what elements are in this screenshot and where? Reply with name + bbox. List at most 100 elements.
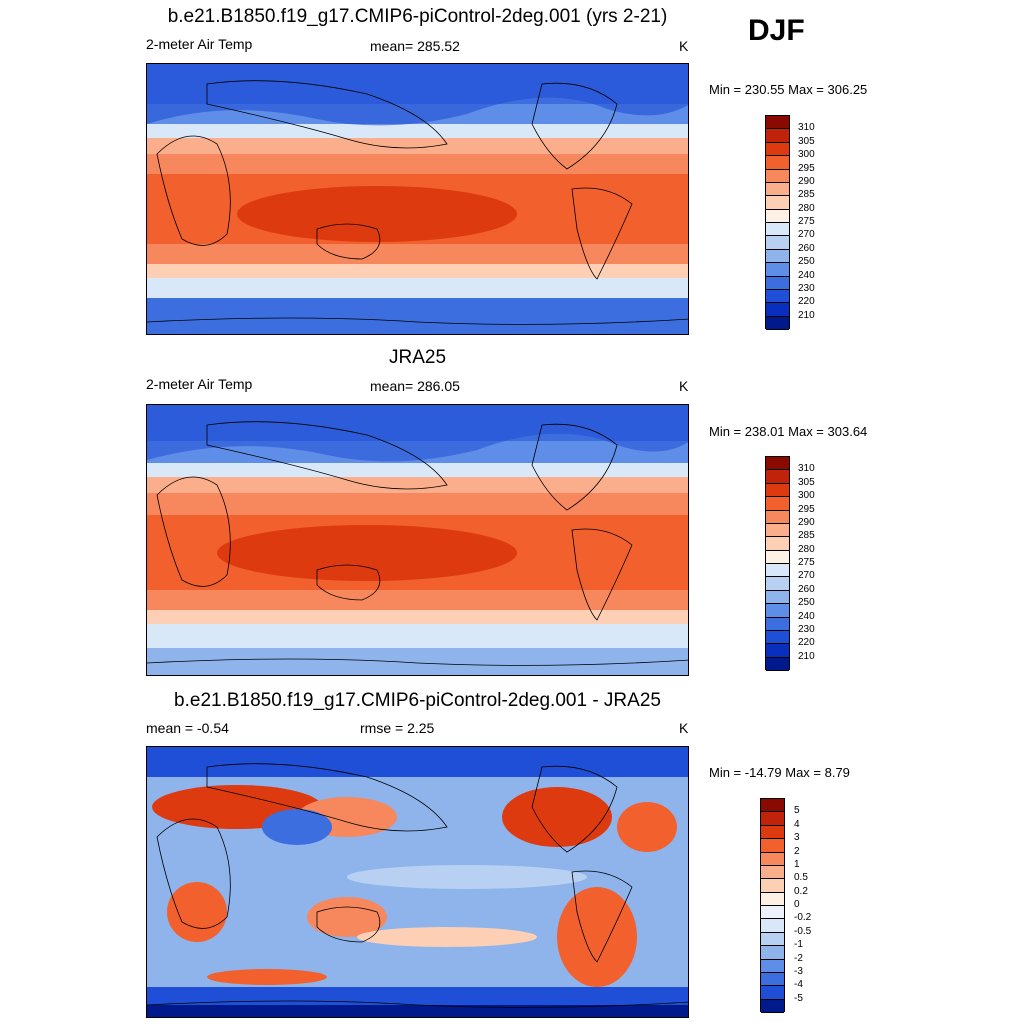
colorbar-swatch [766,483,789,498]
panel1-mean-value: 285.52 [417,38,460,54]
colorbar-swatch [766,470,789,484]
colorbar-tick-label: -4 [794,979,803,991]
colorbar-swatch [761,879,784,893]
colorbar-swatch [766,209,789,223]
colorbar-swatch [766,263,789,277]
colorbar-swatch [766,116,789,130]
colorbar-swatch [766,550,789,564]
colorbar-swatch [761,959,784,973]
colorbar-tick-label: 250 [798,256,815,268]
colorbar-swatch [766,590,789,605]
colorbar-tick-label: -5 [794,992,803,1004]
panel1-colorbar [765,115,790,330]
colorbar-tick-label: 0 [794,899,800,910]
colorbar-swatch [761,946,784,960]
colorbar-swatch [761,932,784,947]
panel2-mean-value: 286.05 [417,378,460,394]
colorbar-swatch [766,236,789,250]
season-label: DJF [748,14,805,47]
panel1-map-graphic [147,64,688,334]
panel1-variable: 2-meter Air Temp [146,36,253,52]
colorbar-swatch [766,316,789,330]
panel3-colorbar [760,798,785,1013]
colorbar-swatch [761,919,784,933]
colorbar-tick-label: 310 [798,463,815,475]
colorbar-tick-label: -0.5 [794,925,812,937]
colorbar-tick-label: 250 [798,597,815,609]
panel2-map [146,404,689,676]
colorbar-tick-label: 230 [798,282,815,294]
colorbar-tick-label: -1 [794,939,803,951]
panel3-units: K [679,720,689,736]
colorbar-swatch [766,657,789,671]
colorbar-tick-label: 305 [798,476,815,488]
colorbar-tick-label: -2 [794,952,803,964]
colorbar-tick-label: 310 [798,122,815,134]
colorbar-tick-label: 290 [798,516,815,528]
colorbar-swatch [766,604,789,618]
panel3-map-graphic [147,747,688,1017]
panel2-minmax: Min = 238.01 Max = 303.64 [709,424,868,439]
panel1-map [146,63,689,335]
colorbar-tick-label: 1 [794,858,800,870]
colorbar-swatch [761,799,784,813]
colorbar-tick-label: 0.2 [794,885,808,897]
colorbar-tick-label: 260 [798,242,815,254]
colorbar-tick-label: 5 [794,805,800,817]
colorbar-tick-label: 240 [798,610,815,622]
colorbar-swatch [761,852,784,866]
colorbar-tick-label: 230 [798,623,815,635]
colorbar-swatch [761,812,784,826]
colorbar-swatch [766,644,789,658]
panel1-minmax: Min = 230.55 Max = 306.25 [709,82,868,97]
colorbar-swatch [766,510,789,524]
colorbar-tick-label: 0.5 [794,872,808,884]
colorbar-tick-label: 4 [794,818,800,830]
colorbar-tick-label: 220 [798,637,815,649]
colorbar-swatch [766,577,789,591]
colorbar-swatch [766,182,789,197]
colorbar-tick-label: 260 [798,583,815,595]
colorbar-tick-label: 275 [798,216,815,227]
panel2-variable: 2-meter Air Temp [146,376,253,392]
colorbar-tick-label: 280 [798,543,815,555]
colorbar-tick-label: 220 [798,296,815,308]
colorbar-swatch [766,156,789,170]
panel1-mean: mean= 285.52 [370,38,460,54]
colorbar-swatch [766,142,789,157]
colorbar-swatch [766,223,789,237]
colorbar-swatch [766,457,789,471]
panel2-mean-label: mean= [370,378,414,394]
colorbar-tick-label: 295 [798,162,815,174]
colorbar-swatch [766,169,789,183]
colorbar-swatch [761,892,784,906]
colorbar-tick-label: 280 [798,202,815,214]
colorbar-tick-label: 305 [798,135,815,147]
colorbar-tick-label: -3 [794,965,803,977]
colorbar-tick-label: 240 [798,269,815,281]
colorbar-swatch [766,617,789,631]
colorbar-swatch [766,497,789,511]
panel2-units: K [679,378,689,394]
colorbar-swatch [766,303,789,317]
colorbar-tick-label: 300 [798,490,815,502]
colorbar-swatch [761,825,784,840]
colorbar-swatch [761,999,784,1013]
colorbar-tick-label: 210 [798,309,815,321]
colorbar-tick-label: 270 [798,229,815,241]
colorbar-swatch [766,523,789,538]
panel3-mean: mean = -0.54 [146,720,229,736]
colorbar-tick-label: 275 [798,557,815,568]
panel2-map-graphic [147,405,688,675]
colorbar-swatch [761,906,784,920]
colorbar-swatch [766,276,789,290]
colorbar-swatch [761,986,784,1000]
colorbar-tick-label: 290 [798,175,815,187]
panel3-minmax: Min = -14.79 Max = 8.79 [709,765,850,780]
colorbar-swatch [766,289,789,304]
panel1-units: K [679,38,689,54]
colorbar-tick-label: 295 [798,503,815,515]
colorbar-swatch [766,129,789,143]
colorbar-swatch [761,865,784,880]
panel1-mean-label: mean= [370,38,414,54]
